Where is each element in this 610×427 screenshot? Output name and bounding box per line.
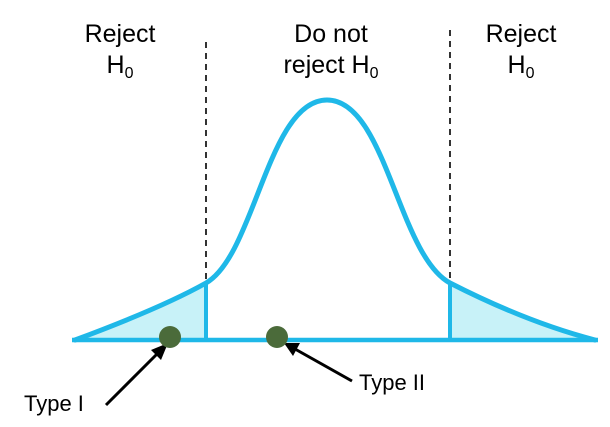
reject-left-line1: Reject (84, 20, 156, 48)
reject-right-label: Reject H0 (471, 19, 571, 84)
left-tail-shading (75, 283, 206, 340)
reject-left-line2: H0 (70, 50, 170, 84)
reject-right-line1: Reject (485, 20, 557, 48)
do-not-reject-line1: Do not (294, 20, 368, 48)
reject-right-h: H (507, 51, 526, 79)
reject-left-label: Reject H0 (70, 19, 170, 84)
do-not-reject-subscript: 0 (369, 65, 379, 82)
do-not-reject-line2: reject H0 (262, 50, 400, 84)
type1-label: Type I (24, 391, 84, 416)
type1-point (159, 326, 181, 348)
normal-distribution-curve (72, 97, 598, 343)
type2-label: Type II (359, 370, 426, 395)
do-not-reject-label: Do not reject H0 (262, 19, 400, 84)
do-not-reject-h: reject H (283, 51, 370, 79)
type2-point (266, 326, 288, 348)
reject-left-subscript: 0 (124, 65, 134, 82)
reject-right-subscript: 0 (525, 65, 535, 82)
type2-arrow (284, 343, 353, 383)
right-tail-shading (450, 283, 595, 340)
type1-arrow (104, 343, 168, 407)
reject-right-line2: H0 (471, 50, 571, 84)
reject-left-h: H (106, 51, 125, 79)
